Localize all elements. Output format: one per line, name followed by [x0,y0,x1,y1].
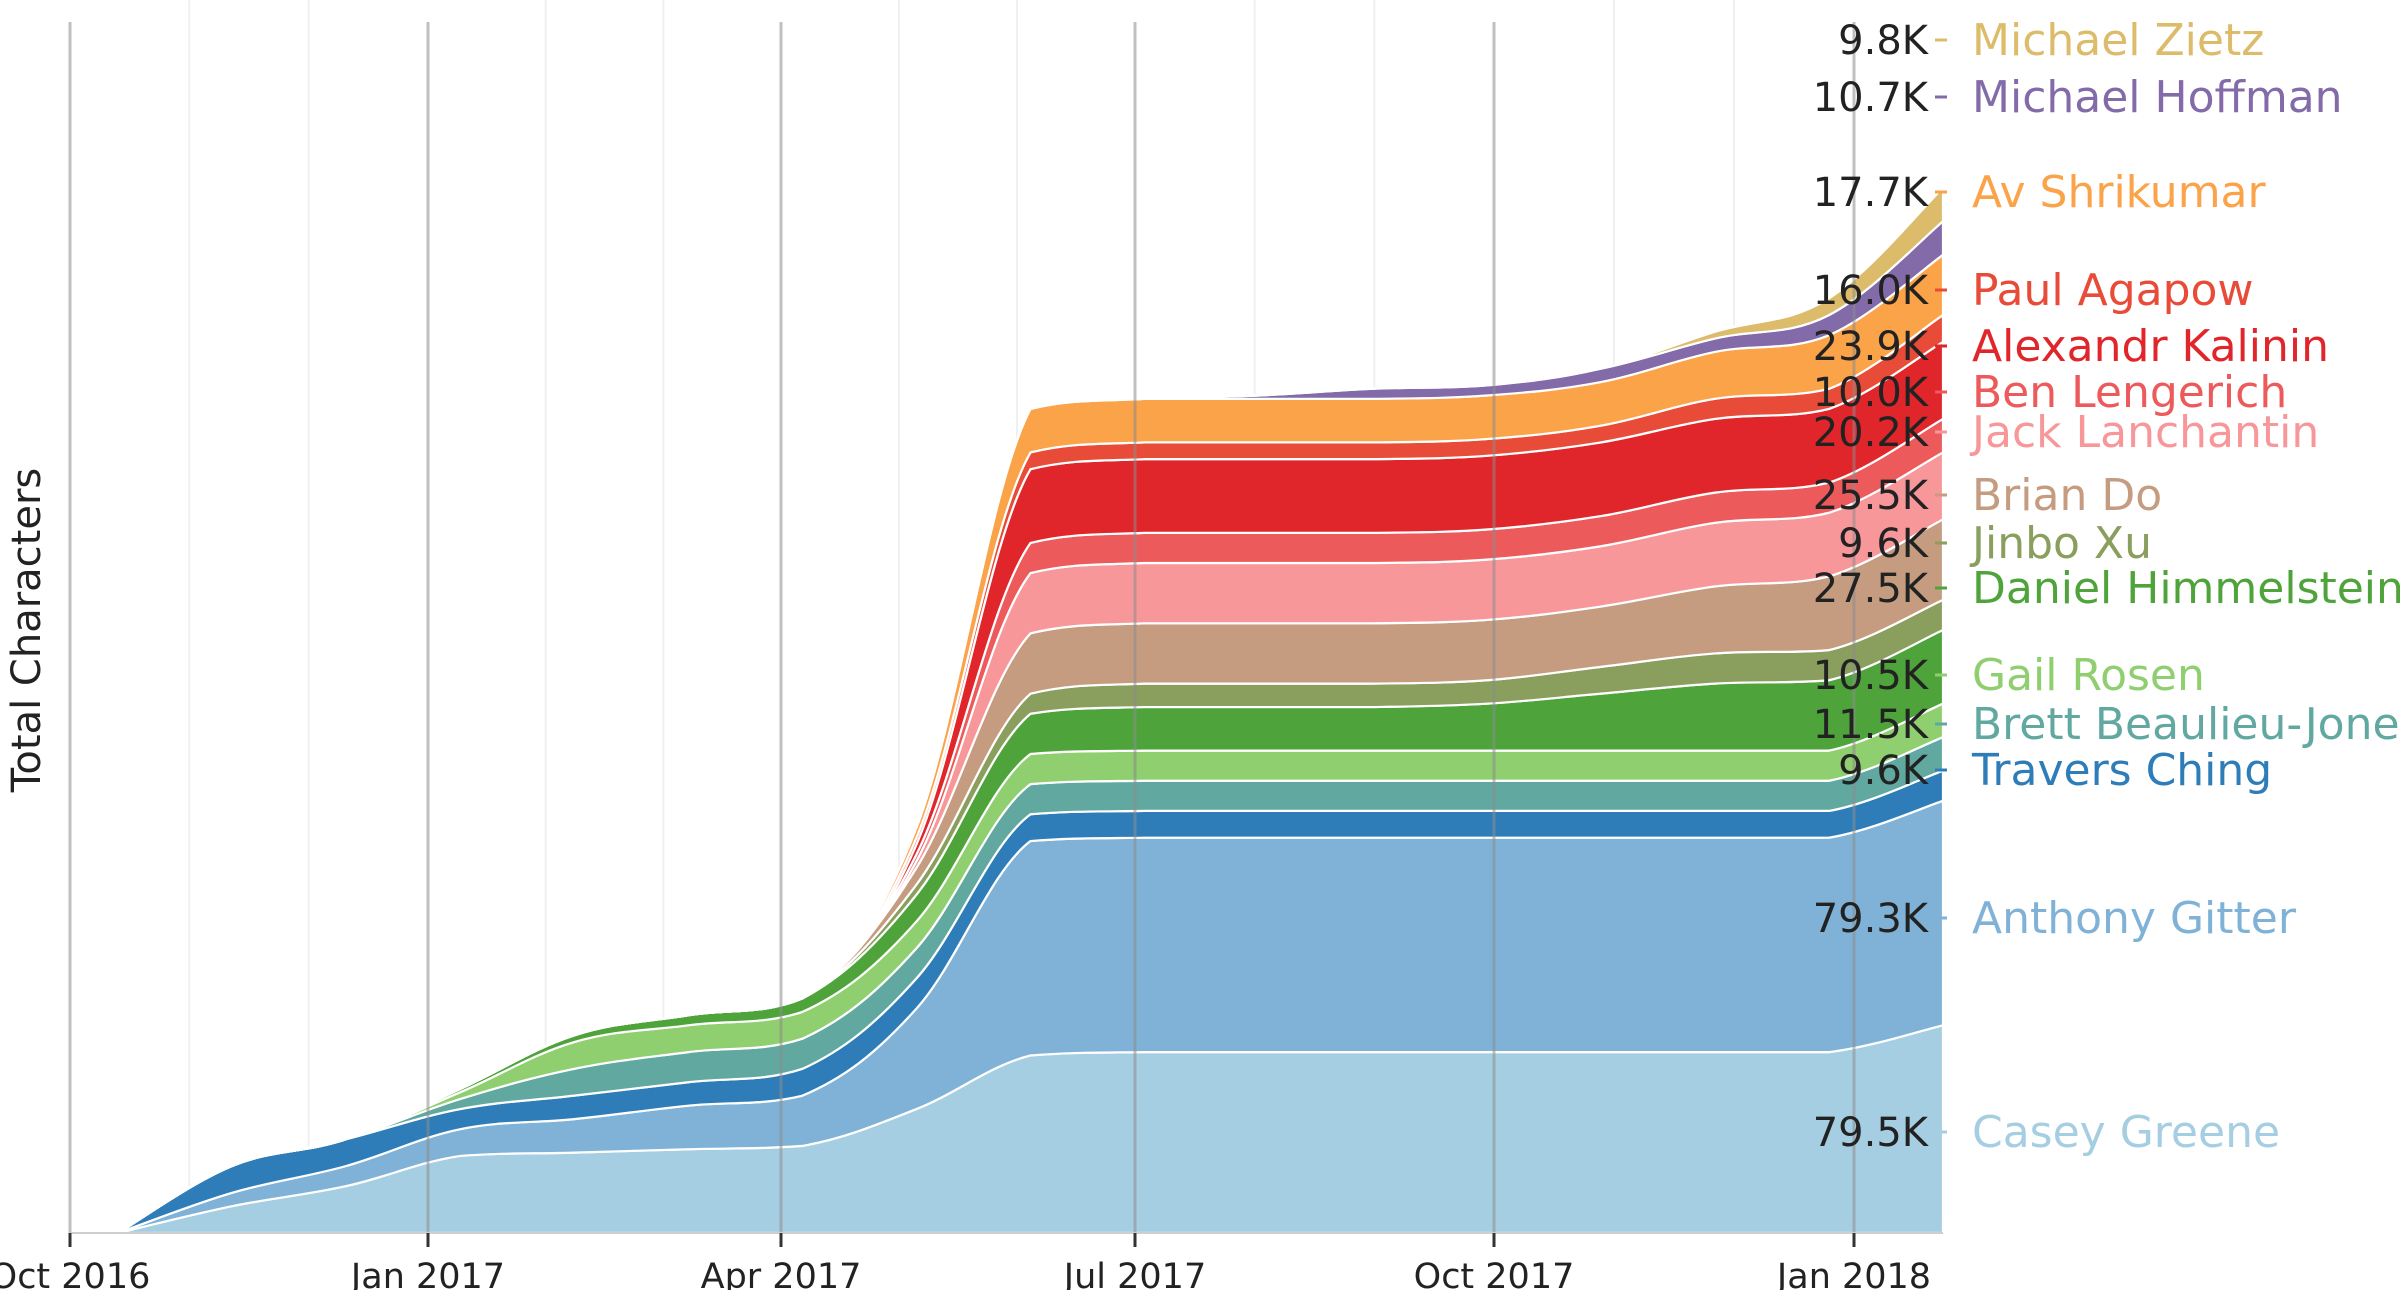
series-name-travers-ching: Travers Ching [1971,745,2272,796]
x-tick-label: Jan 2018 [1775,1257,1931,1290]
area-michael-zietz [116,186,1945,1235]
value-label-michael-zietz: 9.8K [1838,18,1930,64]
series-name-gail-rosen: Gail Rosen [1972,650,2205,701]
series-name-alexandr-kalinin: Alexandr Kalinin [1972,321,2329,372]
series-name-casey-greene: Casey Greene [1972,1107,2280,1158]
x-tick-label: Oct 2016 [0,1257,150,1290]
value-label-michael-hoffman: 10.7K [1813,75,1930,121]
value-label-av-shrikumar: 17.7K [1813,170,1930,216]
series-name-brett-beaulieu-jones: Brett Beaulieu-Jones [1972,699,2400,750]
series-name-anthony-gitter: Anthony Gitter [1972,893,2297,944]
major-gridlines [68,22,1856,1233]
value-label-travers-ching: 9.6K [1838,748,1930,794]
series-name-jack-lanchantin: Jack Lanchantin [1969,407,2319,458]
x-tick-label: Jan 2017 [349,1257,505,1290]
value-label-brian-do: 25.5K [1813,473,1930,519]
value-label-jinbo-xu: 9.6K [1838,521,1930,567]
series-name-michael-zietz: Michael Zietz [1972,15,2264,66]
series-name-av-shrikumar: Av Shrikumar [1972,167,2267,218]
x-tick-label: Apr 2017 [701,1257,862,1290]
value-label-casey-greene: 79.5K [1813,1110,1930,1156]
value-label-anthony-gitter: 79.3K [1813,896,1930,942]
series-name-brian-do: Brian Do [1972,470,2162,521]
value-label-paul-agapow: 16.0K [1813,268,1930,314]
value-label-brett-beaulieu-jones: 11.5K [1813,702,1930,748]
series-name-michael-hoffman: Michael Hoffman [1972,72,2343,123]
series-name-paul-agapow: Paul Agapow [1972,265,2253,316]
x-tick-label: Oct 2017 [1414,1257,1575,1290]
series-name-daniel-himmelstein: Daniel Himmelstein [1972,563,2400,614]
x-axis: Oct 2016 Jan 2017 Apr 2017 Jul 2017 Oct 2017… [0,1232,1943,1290]
area-series-group [116,186,1945,1235]
series-name-ben-lengerich: Ben Lengerich [1972,367,2287,418]
series-labels: 79.5K Casey Greene 79.3K Anthony Gitter 9.6K… [1813,15,2400,1158]
value-label-alexandr-kalinin: 23.9K [1813,324,1930,370]
value-label-jack-lanchantin: 20.2K [1813,410,1930,456]
value-label-daniel-himmelstein: 27.5K [1813,566,1930,612]
series-name-jinbo-xu: Jinbo Xu [1969,518,2152,569]
y-axis-label: Total Characters [4,468,50,793]
value-label-gail-rosen: 10.5K [1813,653,1930,699]
value-label-ben-lengerich: 10.0K [1813,370,1930,416]
x-tick-label: Jul 2017 [1062,1257,1206,1290]
